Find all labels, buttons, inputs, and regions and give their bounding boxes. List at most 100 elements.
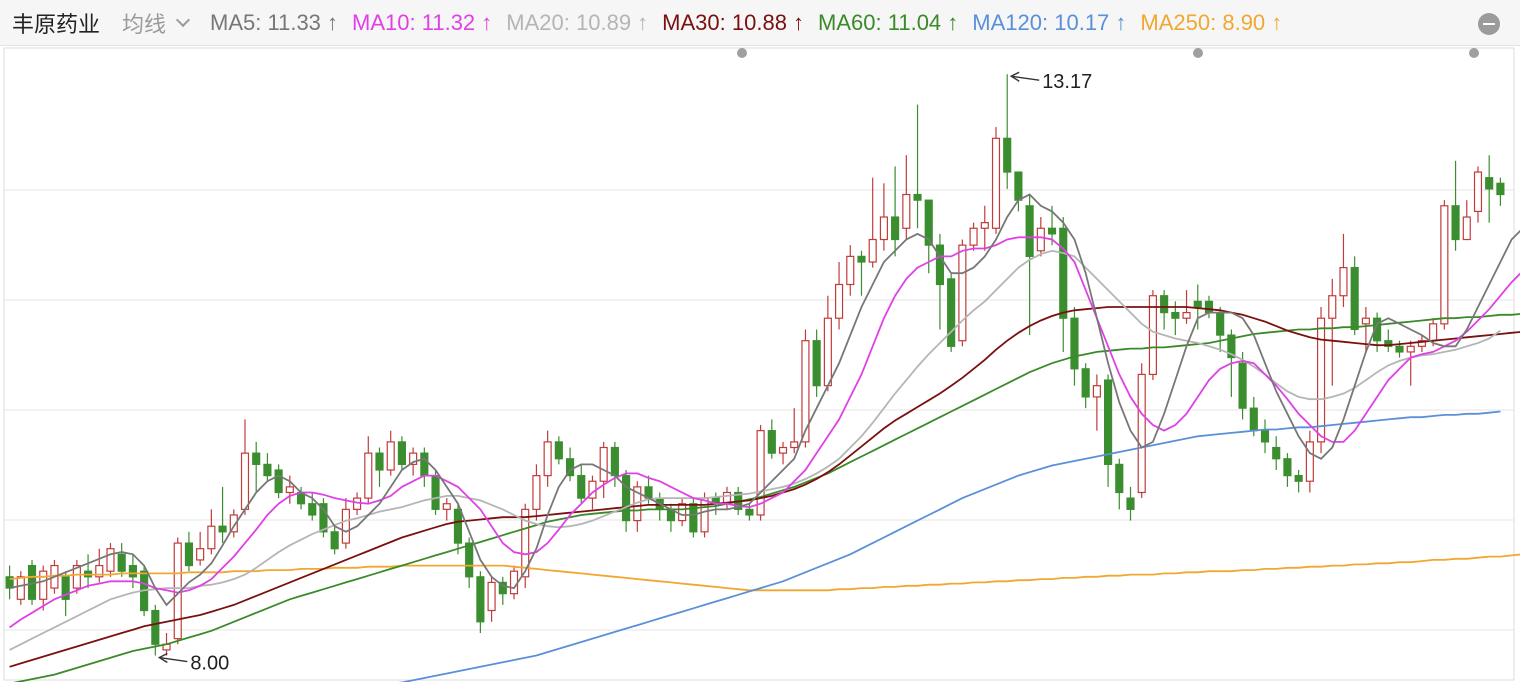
candle-down bbox=[745, 508, 754, 516]
candle-down bbox=[767, 430, 776, 454]
collapse-icon[interactable] bbox=[1478, 13, 1500, 35]
legend-ma20: MA20: 10.89 ↑ bbox=[506, 10, 648, 35]
candle-down bbox=[1204, 300, 1214, 314]
legend-ma10-arrow: ↑ bbox=[481, 9, 493, 35]
candle-down bbox=[1260, 430, 1270, 443]
chart-header: 丰原药业 均线 MA5: 11.33 ↑ MA10: 11.32 ↑ MA20: 1… bbox=[0, 0, 1520, 46]
candle-down bbox=[184, 542, 194, 567]
candle-down bbox=[891, 216, 900, 241]
low-price-arrowhead bbox=[157, 652, 168, 664]
legend-ma120-value: 10.17 bbox=[1054, 9, 1116, 35]
candle-down bbox=[1025, 205, 1034, 257]
ma120-line bbox=[397, 410, 1501, 682]
candle-down bbox=[935, 244, 945, 286]
candle-down bbox=[554, 441, 563, 460]
candle-up bbox=[1305, 441, 1314, 482]
candle-up bbox=[969, 227, 978, 246]
candle-down bbox=[453, 508, 463, 544]
candle-up bbox=[106, 548, 115, 572]
candle-down bbox=[274, 469, 283, 494]
candle-down bbox=[1081, 368, 1090, 398]
ma20-line bbox=[9, 249, 1501, 651]
ma250-line bbox=[9, 553, 1520, 592]
candle-up bbox=[778, 446, 788, 454]
legend-ma250-label: MA250: bbox=[1140, 9, 1223, 35]
legend-ma30-label: MA30: bbox=[662, 9, 732, 35]
legend-ma30: MA30: 10.88 ↑ bbox=[662, 10, 804, 35]
legend-ma20-value: 10.89 bbox=[576, 9, 638, 35]
candle-down bbox=[1160, 295, 1169, 314]
candle-up bbox=[487, 581, 496, 612]
candle-up bbox=[1361, 317, 1370, 325]
candle-down bbox=[1070, 317, 1079, 370]
candle-up bbox=[790, 441, 799, 449]
marker-dot bbox=[737, 48, 747, 58]
candle-down bbox=[577, 475, 586, 499]
legend-ma20-label: MA20: bbox=[506, 9, 576, 35]
candle-up bbox=[207, 525, 216, 550]
candle-up bbox=[16, 576, 25, 600]
candle-up bbox=[980, 222, 989, 229]
high-price-arrowhead bbox=[1009, 71, 1020, 82]
candle-down bbox=[1115, 463, 1124, 494]
candle-up bbox=[521, 508, 530, 578]
candle-up bbox=[39, 570, 48, 600]
legend-ma10: MA10: 11.32 ↑ bbox=[352, 10, 492, 35]
legend-ma120: MA120: 10.17 ↑ bbox=[972, 10, 1126, 35]
candle-down bbox=[565, 458, 575, 477]
ma-type-selector[interactable]: 均线 bbox=[122, 7, 198, 39]
candle-up bbox=[386, 441, 395, 471]
candle-down bbox=[1395, 345, 1404, 353]
candle-up bbox=[902, 193, 911, 229]
candle-down bbox=[1227, 334, 1236, 359]
candle-down bbox=[689, 503, 698, 533]
low-price-label: 8.00 bbox=[190, 653, 229, 675]
candle-down bbox=[812, 340, 821, 387]
candle-down bbox=[1485, 177, 1494, 190]
legend-ma5-value: 11.33 bbox=[267, 9, 328, 35]
candle-up bbox=[341, 508, 350, 544]
candle-up bbox=[700, 497, 709, 533]
candle-up bbox=[72, 564, 81, 589]
candle-up bbox=[509, 570, 519, 595]
ma10-line bbox=[9, 236, 1520, 629]
candle-up bbox=[1137, 373, 1146, 494]
candle-down bbox=[1384, 340, 1393, 347]
legend-ma5-arrow: ↑ bbox=[327, 9, 339, 35]
candle-down bbox=[1249, 407, 1258, 432]
candle-down bbox=[857, 255, 866, 263]
candle-down bbox=[218, 525, 227, 533]
legend-ma20-arrow: ↑ bbox=[637, 9, 649, 35]
candle-down bbox=[308, 503, 317, 516]
legend-ma5-label: MA5: bbox=[210, 9, 268, 35]
candle-down bbox=[330, 531, 339, 550]
candle-down bbox=[1294, 475, 1303, 482]
candle-up bbox=[1473, 171, 1483, 213]
candle-up bbox=[678, 503, 687, 522]
candle-down bbox=[1496, 182, 1505, 196]
candle-down bbox=[1272, 446, 1281, 460]
candle-down bbox=[1104, 379, 1113, 465]
candle-down bbox=[1350, 267, 1359, 331]
high-price-arrow bbox=[1011, 75, 1040, 81]
legend-ma60: MA60: 11.04 ↑ bbox=[818, 10, 958, 35]
candle-up bbox=[1316, 317, 1326, 443]
ma-legend: MA5: 11.33 ↑ MA10: 11.32 ↑ MA20: 10.89 ↑ MA… bbox=[210, 10, 1296, 36]
ma-selector-label: 均线 bbox=[122, 11, 167, 37]
candle-down bbox=[610, 446, 619, 477]
ma30-line bbox=[9, 306, 1520, 668]
candle-down bbox=[431, 475, 440, 510]
candle-up bbox=[1462, 216, 1471, 241]
legend-ma5: MA5: 11.33 ↑ bbox=[210, 10, 338, 35]
chevron-down-icon bbox=[175, 12, 191, 27]
candle-down bbox=[263, 463, 272, 477]
candle-up bbox=[1148, 295, 1157, 376]
candle-up bbox=[1339, 267, 1348, 297]
candle-down bbox=[1451, 205, 1460, 241]
candle-down bbox=[252, 452, 261, 465]
candle-down bbox=[1003, 137, 1012, 173]
candle-down bbox=[913, 193, 922, 201]
candle-up bbox=[364, 452, 373, 499]
stock-name: 丰原药业 bbox=[12, 11, 101, 37]
